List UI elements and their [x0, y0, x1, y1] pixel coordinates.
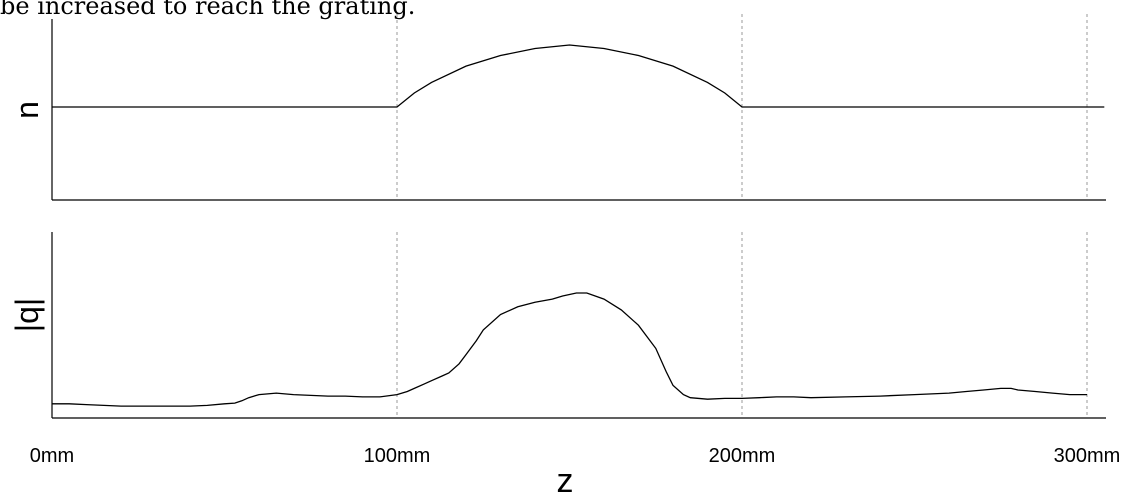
n-y-axis-label: n — [9, 101, 45, 119]
x-axis-label: z — [557, 462, 574, 500]
q-y-axis-label: |q| — [9, 298, 45, 332]
x-tick-labels: 0mm 100mm 200mm 300mm — [30, 445, 1121, 467]
coupling-magnitude-panel: |q| — [9, 232, 1106, 419]
q-gridlines — [396, 232, 1088, 418]
refractive-index-panel: n — [9, 14, 1106, 201]
x-tick-label-300: 300mm — [1054, 445, 1121, 467]
n-profile-line — [52, 44, 1105, 108]
x-tick-label-0: 0mm — [30, 445, 74, 467]
caption-text: be increased to reach the grating. — [0, 0, 416, 20]
q-profile-line — [52, 292, 1087, 407]
x-tick-label-200: 200mm — [709, 445, 776, 467]
x-tick-label-100: 100mm — [364, 445, 431, 467]
